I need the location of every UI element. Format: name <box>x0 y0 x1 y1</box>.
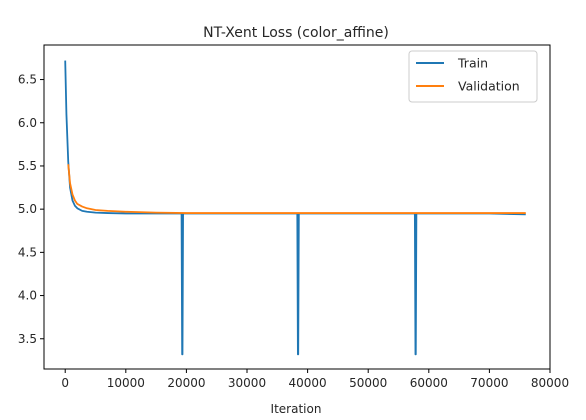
x-tick-label-0: 0 <box>61 376 69 390</box>
y-tick-label-4: 5.5 <box>18 159 37 173</box>
x-tick-label-7: 70000 <box>470 376 508 390</box>
series-layer <box>64 60 526 356</box>
x-tick-label-4: 40000 <box>289 376 327 390</box>
y-tick-label-2: 4.5 <box>18 245 37 259</box>
series-line-validation <box>67 164 526 214</box>
plot-frame <box>43 44 551 370</box>
plot-area <box>43 44 551 370</box>
y-tick-label-3: 5.0 <box>18 202 37 216</box>
x-axis-label: Iteration <box>271 402 322 416</box>
legend-label-train: Train <box>457 56 488 71</box>
x-tick-label-6: 60000 <box>410 376 448 390</box>
x-tick-label-5: 50000 <box>349 376 387 390</box>
y-tick-label-1: 4.0 <box>18 289 37 303</box>
y-tick-label-6: 6.5 <box>18 73 37 87</box>
y-tick-label-0: 3.5 <box>18 332 37 346</box>
series-line-train <box>64 60 526 356</box>
y-tick-label-5: 6.0 <box>18 116 37 130</box>
legend-label-validation: Validation <box>458 79 520 94</box>
x-tick-label-3: 30000 <box>228 376 266 390</box>
chart-title: NT-Xent Loss (color_affine) <box>203 25 389 41</box>
x-axis: 0 10000 20000 30000 40000 50000 60000 70000 8000… <box>61 369 569 390</box>
x-tick-label-8: 80000 <box>531 376 569 390</box>
x-tick-label-2: 20000 <box>167 376 205 390</box>
y-axis: 3.5 4.0 4.5 5.0 5.5 6.0 6.5 <box>18 73 44 346</box>
x-tick-label-1: 10000 <box>107 376 145 390</box>
legend: Train Validation <box>408 50 538 103</box>
